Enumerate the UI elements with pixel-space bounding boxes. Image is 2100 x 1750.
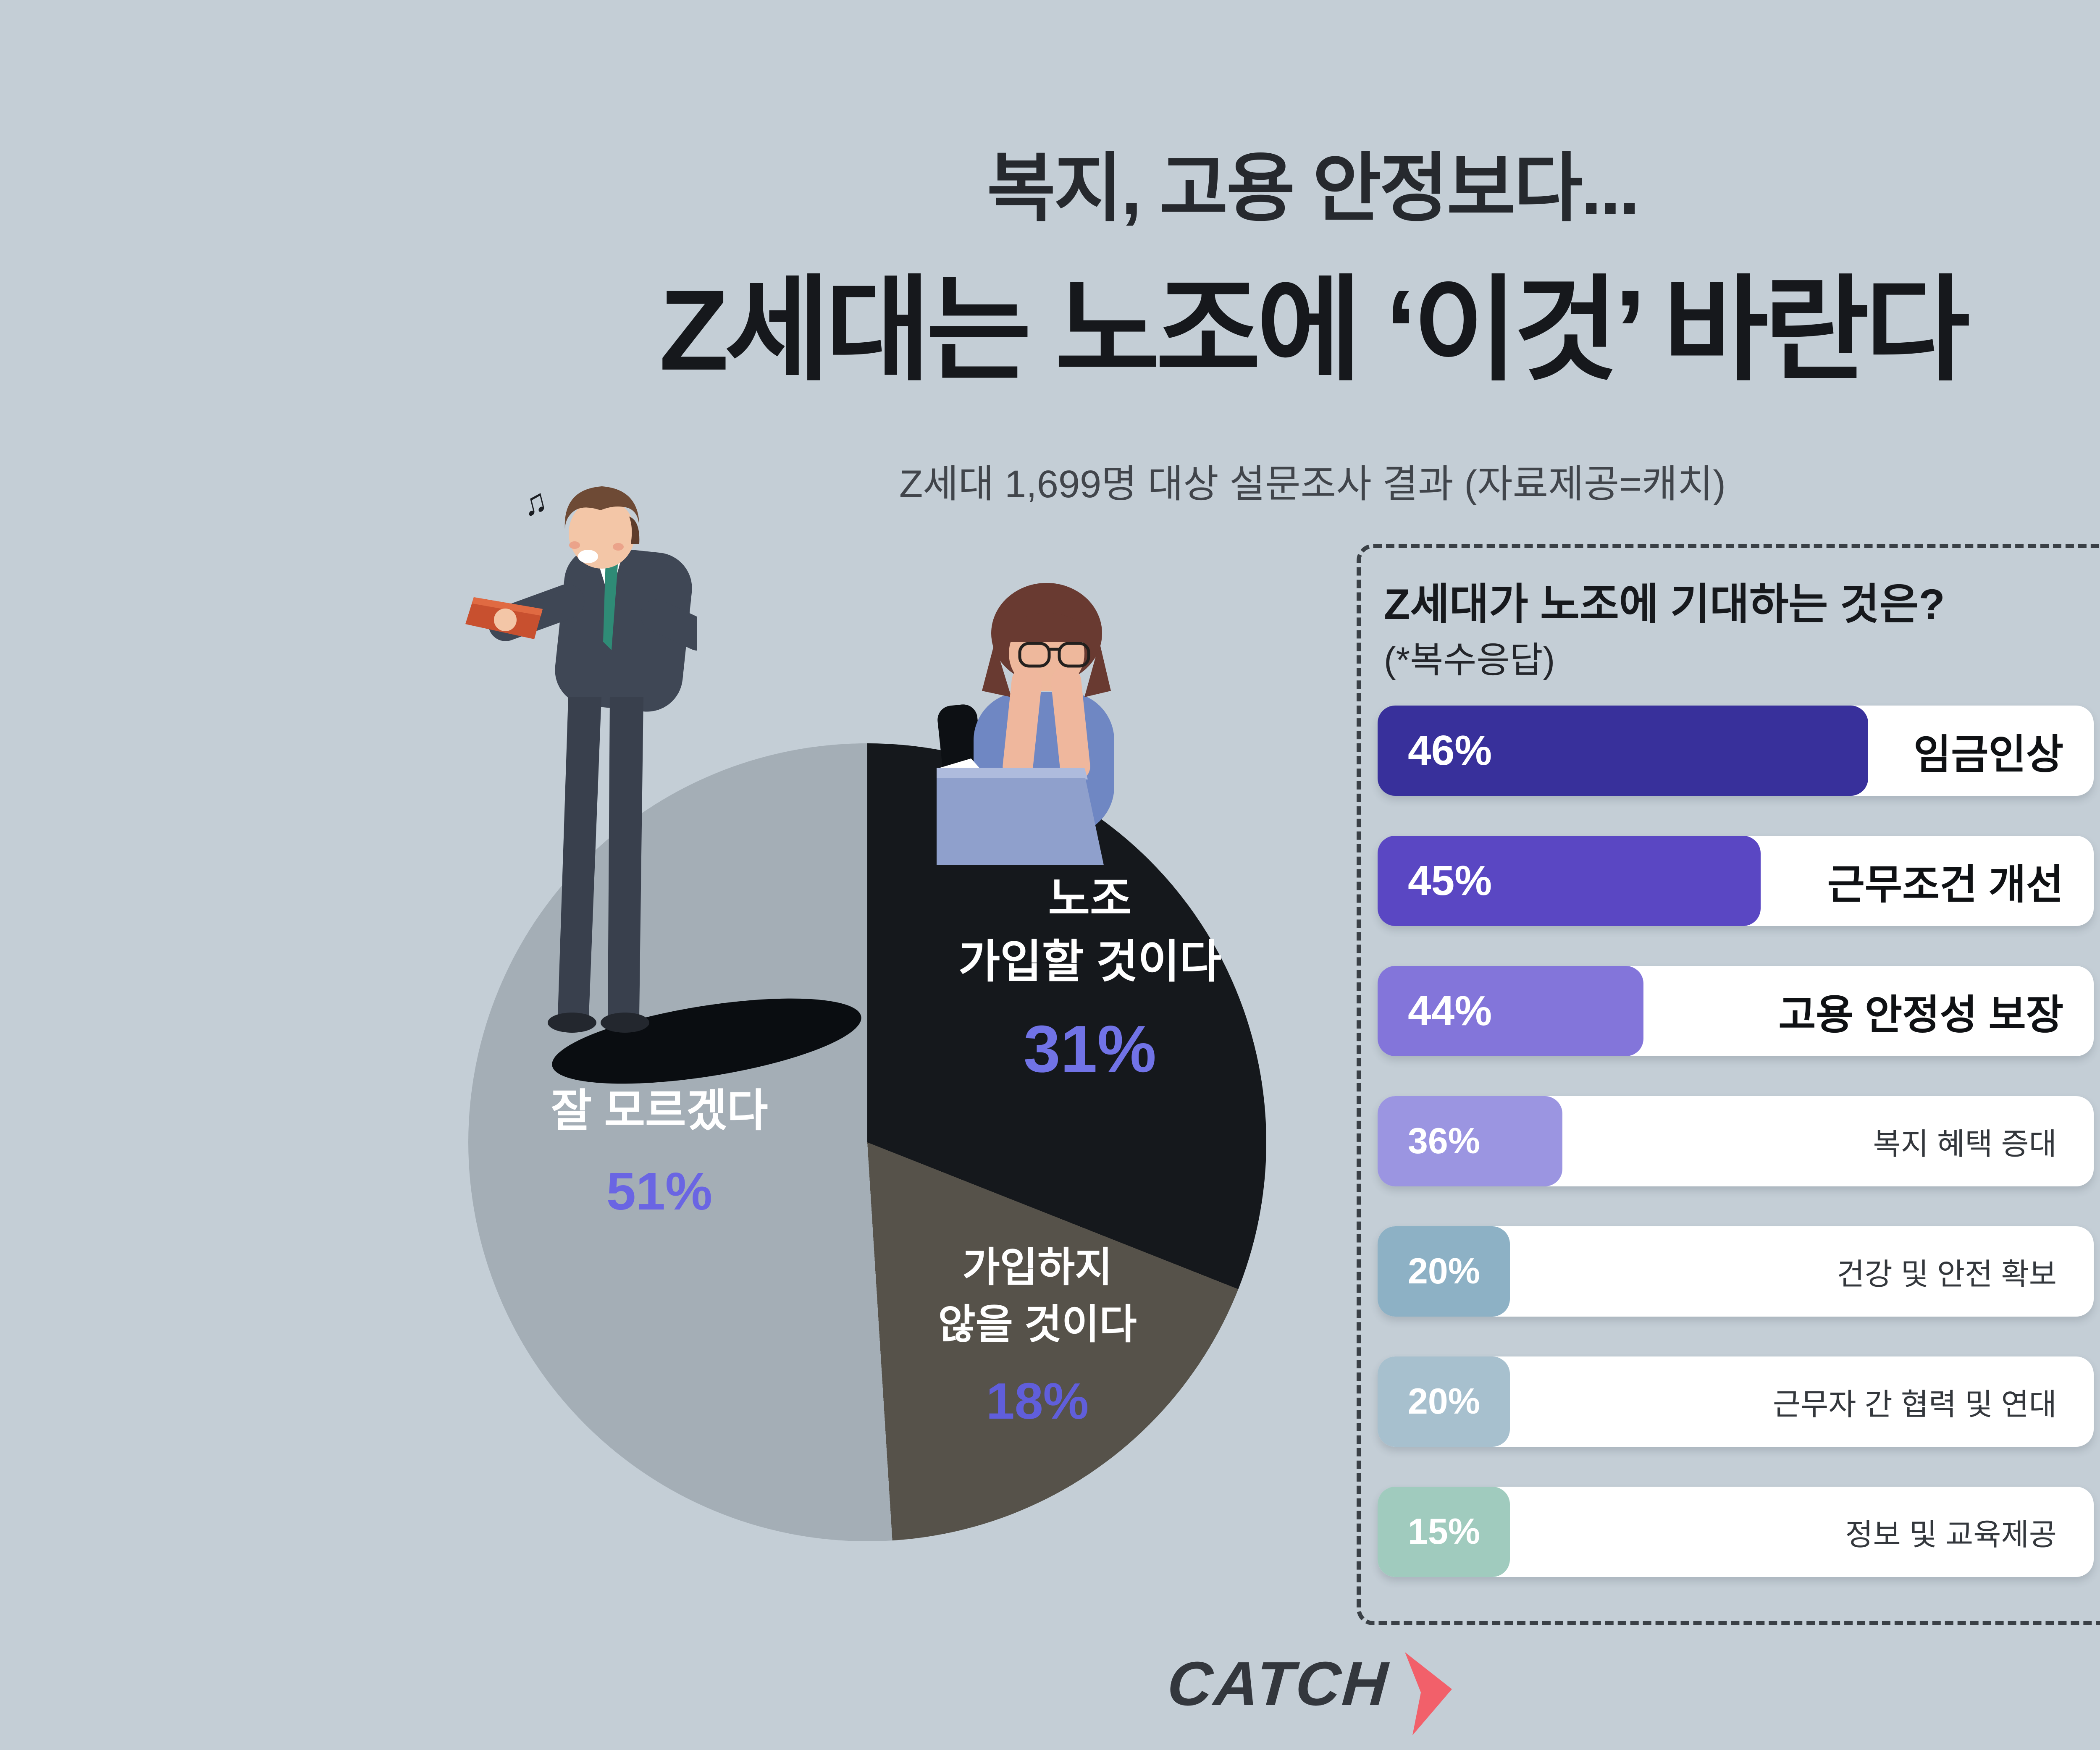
bar-value: 45% (1408, 857, 1492, 904)
bar-fill: 15% (1378, 1487, 1510, 1577)
bar-row-working-conditions: 45% 근무조건 개선 (1378, 836, 2094, 926)
catch-logo-text: CATCH (1165, 1649, 1391, 1719)
pie-pct-join: 31% (1023, 1012, 1157, 1086)
bar-row-worker-solidarity: 20% 근무자 간 협력 및 연대 (1378, 1356, 2094, 1447)
bar-fill: 44% (1378, 966, 1643, 1056)
bar-label: 고용 안정성 보장 (1778, 992, 2063, 1038)
pie-pct-unsure: 51% (606, 1162, 713, 1221)
title-line2: Z세대는 노조에 ‘이것’ 바란다 (659, 266, 1970, 394)
bar-label: 정보 및 교육제공 (1845, 1518, 2057, 1552)
man-illustration: ♫ ♪ (465, 481, 697, 1033)
bar-label: 복지 혜택 증대 (1873, 1128, 2057, 1161)
pie-chart (468, 743, 1266, 1541)
bar-label: 건강 및 안전 확보 (1837, 1258, 2057, 1291)
bar-fill: 20% (1378, 1356, 1510, 1447)
bar-value: 20% (1408, 1251, 1480, 1291)
bar-label: 근무자 간 협력 및 연대 (1772, 1388, 2057, 1422)
expectations-panel: Z세대가 노조에 기대하는 것은? (*복수응답) 46% 임금인상 45% 근… (1357, 544, 2100, 1625)
bar-fill: 20% (1378, 1226, 1510, 1317)
panel-title: Z세대가 노조에 기대하는 것은? (1384, 580, 1945, 628)
bar-value: 20% (1408, 1381, 1480, 1422)
pie-label-text: 않을 것이다 (938, 1301, 1137, 1347)
title-line1: 복지, 고용 안정보다... (987, 147, 1640, 230)
pie-label-text: 잘 모르겠다 (551, 1086, 768, 1136)
pie-label-text: 노조 (1048, 873, 1132, 924)
panel-note: (*복수응답) (1384, 640, 1555, 680)
bar-row-job-security: 44% 고용 안정성 보장 (1378, 966, 2094, 1056)
bar-row-wage-increase: 46% 임금인상 (1378, 706, 2094, 796)
bar-fill: 36% (1378, 1096, 1562, 1186)
pie-label-not-join: 가입하지 않을 것이다 18% (899, 1239, 1176, 1430)
man-body (465, 486, 697, 1033)
pie-label-text: 가입할 것이다 (958, 936, 1222, 987)
bar-label: 근무조건 개선 (1827, 862, 2063, 908)
bar-value: 44% (1408, 987, 1492, 1034)
pie-label-join: 노조 가입할 것이다 31% (916, 867, 1264, 1086)
bar-row-info-education: 15% 정보 및 교육제공 (1378, 1487, 2094, 1577)
pie-label-text: 가입하지 (962, 1244, 1113, 1290)
bar-row-welfare-benefits: 36% 복지 혜택 증대 (1378, 1096, 2094, 1186)
bar-row-health-safety: 20% 건강 및 안전 확보 (1378, 1226, 2094, 1317)
bar-fill: 45% (1378, 836, 1761, 926)
pie-pct-not-join: 18% (986, 1372, 1089, 1430)
bar-value: 36% (1408, 1121, 1480, 1161)
pie-label-unsure: 잘 모르겠다 51% (517, 1081, 802, 1221)
bar-label: 임금인상 (1914, 732, 2063, 777)
music-note-icon: ♫ (518, 481, 551, 524)
bar-fill: 46% (1378, 706, 1868, 796)
bar-value: 15% (1408, 1511, 1480, 1552)
woman-illustration (937, 583, 1114, 865)
arrow-icon (1404, 1652, 1452, 1735)
bar-value: 46% (1408, 727, 1492, 774)
catch-logo: CATCH (1163, 1649, 1457, 1747)
laptop (937, 768, 1104, 865)
subtitle: Z세대 1,699명 대상 설문조사 결과 (자료제공=캐치) (899, 463, 1726, 506)
